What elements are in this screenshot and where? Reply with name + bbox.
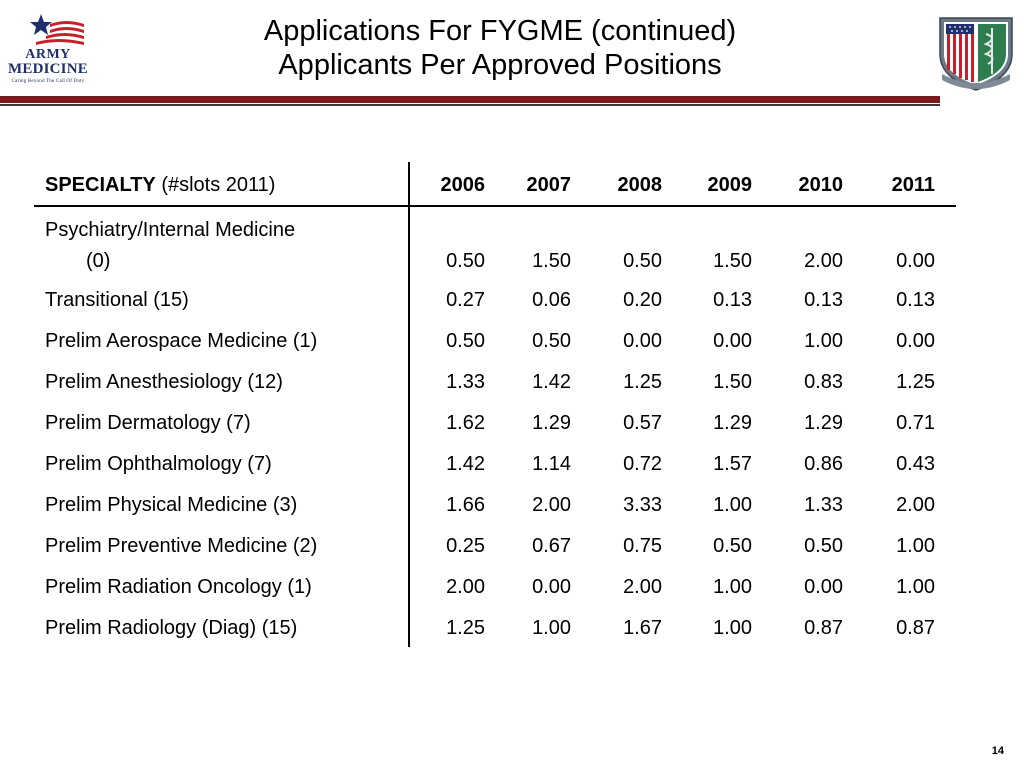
table-cell-2007: 1.29 bbox=[532, 412, 571, 434]
table-cell-2011: 1.00 bbox=[896, 535, 935, 557]
table-cell-2010: 1.33 bbox=[804, 494, 843, 516]
table-cell-2007: 1.14 bbox=[532, 453, 571, 475]
army-medicine-logo: ARMY MEDICINE Caring Beyond The Call Of … bbox=[6, 12, 90, 92]
table-cell-2008: 0.00 bbox=[623, 330, 662, 352]
header-year-2011: 2011 bbox=[891, 174, 935, 196]
header-year-2009: 2009 bbox=[707, 174, 753, 196]
header-year-2008: 2008 bbox=[617, 174, 663, 196]
table-cell-2010: 1.29 bbox=[804, 412, 843, 434]
table-cell-2010: 0.83 bbox=[804, 371, 843, 393]
table-cell-2011: 1.25 bbox=[896, 371, 935, 393]
header-rule-red bbox=[0, 96, 940, 103]
table-cell-2011: 0.00 bbox=[896, 330, 935, 352]
row-label: Transitional (15) bbox=[45, 289, 189, 311]
table-cell-2009: 1.00 bbox=[713, 617, 752, 639]
table-cell-2009: 1.00 bbox=[713, 494, 752, 516]
table-cell-2011: 0.13 bbox=[896, 289, 935, 311]
table-cell-2008: 0.20 bbox=[623, 289, 662, 311]
header-specialty-rest: (#slots 2011) bbox=[161, 174, 276, 196]
medical-crest-shield-icon bbox=[936, 12, 1016, 92]
table-cell-2008: 1.67 bbox=[623, 617, 662, 639]
header-year-2010: 2010 bbox=[798, 174, 844, 196]
header-year-2006: 2006 bbox=[440, 174, 486, 196]
table-cell-2008: 0.72 bbox=[623, 453, 662, 475]
table-cell-2009: 0.13 bbox=[713, 289, 752, 311]
table-cell-2011: 0.87 bbox=[896, 617, 935, 639]
table-cell-2006: 0.27 bbox=[446, 289, 485, 311]
table-cell-2007: 0.67 bbox=[532, 535, 571, 557]
table-cell-2008: 3.33 bbox=[623, 494, 662, 516]
row-label: Prelim Dermatology (7) bbox=[45, 412, 251, 434]
table-cell-2008: 0.75 bbox=[623, 535, 662, 557]
row-label: Prelim Ophthalmology (7) bbox=[45, 453, 272, 475]
row-label-continued: (0) bbox=[86, 250, 111, 272]
table-cell-2008: 2.00 bbox=[623, 576, 662, 598]
header-specialty-bold: SPECIALTY bbox=[45, 174, 156, 196]
table-cell-2009: 1.50 bbox=[713, 250, 752, 272]
page-number: 14 bbox=[991, 745, 1004, 757]
table-cell-2011: 0.00 bbox=[896, 250, 935, 272]
table-cell-2006: 0.50 bbox=[446, 330, 485, 352]
table-cell-2007: 1.00 bbox=[532, 617, 571, 639]
logo-tagline: Caring Beyond The Call Of Duty bbox=[11, 79, 85, 84]
row-label: Prelim Preventive Medicine (2) bbox=[45, 535, 318, 557]
row-label: Prelim Anesthesiology (12) bbox=[45, 371, 283, 393]
table-cell-2010: 1.00 bbox=[804, 330, 843, 352]
table-cell-2008: 0.50 bbox=[623, 250, 662, 272]
table-cell-2006: 0.50 bbox=[446, 250, 485, 272]
title-line-2: Applicants Per Approved Positions bbox=[278, 49, 722, 81]
table-cell-2006: 2.00 bbox=[446, 576, 485, 598]
header-specialty: SPECIALTY (#slots 2011) bbox=[45, 173, 275, 197]
title-line-1: Applications For FYGME (continued) bbox=[263, 15, 737, 47]
table-cell-2008: 0.57 bbox=[623, 412, 662, 434]
header-year-2007: 2007 bbox=[526, 174, 572, 196]
table-cell-2007: 2.00 bbox=[532, 494, 571, 516]
table-cell-2009: 1.57 bbox=[713, 453, 752, 475]
table-cell-2010: 0.87 bbox=[804, 617, 843, 639]
table-cell-2009: 0.50 bbox=[713, 535, 752, 557]
row-label: Prelim Physical Medicine (3) bbox=[45, 494, 298, 516]
row-label: Prelim Aerospace Medicine (1) bbox=[45, 330, 318, 352]
table-cell-2007: 1.42 bbox=[532, 371, 571, 393]
table-cell-2006: 1.33 bbox=[446, 371, 485, 393]
table-cell-2006: 1.62 bbox=[446, 412, 485, 434]
table-cell-2007: 0.00 bbox=[532, 576, 571, 598]
table-cell-2011: 1.00 bbox=[896, 576, 935, 598]
logo-line-army: ARMY bbox=[25, 47, 71, 62]
table-cell-2006: 1.25 bbox=[446, 617, 485, 639]
table-cell-2009: 1.00 bbox=[713, 576, 752, 598]
table-cell-2010: 0.13 bbox=[804, 289, 843, 311]
logo-line-medicine: MEDICINE bbox=[8, 61, 88, 77]
table-cell-2010: 2.00 bbox=[804, 250, 843, 272]
row-label: Prelim Radiation Oncology (1) bbox=[45, 576, 312, 598]
table-cell-2011: 2.00 bbox=[896, 494, 935, 516]
table-cell-2010: 0.50 bbox=[804, 535, 843, 557]
table-cell-2008: 1.25 bbox=[623, 371, 662, 393]
table-cell-2007: 1.50 bbox=[532, 250, 571, 272]
table-cell-2007: 0.06 bbox=[532, 289, 571, 311]
header-rule-dark bbox=[0, 104, 940, 106]
table-cell-2010: 0.86 bbox=[804, 453, 843, 475]
table-vertical-divider bbox=[408, 162, 410, 647]
table-cell-2011: 0.71 bbox=[896, 412, 935, 434]
table-cell-2010: 0.00 bbox=[804, 576, 843, 598]
table-cell-2006: 1.66 bbox=[446, 494, 485, 516]
table-cell-2009: 1.50 bbox=[713, 371, 752, 393]
table-cell-2011: 0.43 bbox=[896, 453, 935, 475]
table-header-divider bbox=[34, 205, 956, 207]
table-cell-2006: 1.42 bbox=[446, 453, 485, 475]
row-label: Psychiatry/Internal Medicine bbox=[45, 219, 296, 241]
flag-star-icon bbox=[30, 14, 84, 45]
table-cell-2009: 1.29 bbox=[713, 412, 752, 434]
table-cell-2007: 0.50 bbox=[532, 330, 571, 352]
table-cell-2006: 0.25 bbox=[446, 535, 485, 557]
slide-title: Applications For FYGME (continued) Appli… bbox=[150, 14, 850, 82]
table-cell-2009: 0.00 bbox=[713, 330, 752, 352]
row-label: Prelim Radiology (Diag) (15) bbox=[45, 617, 298, 639]
